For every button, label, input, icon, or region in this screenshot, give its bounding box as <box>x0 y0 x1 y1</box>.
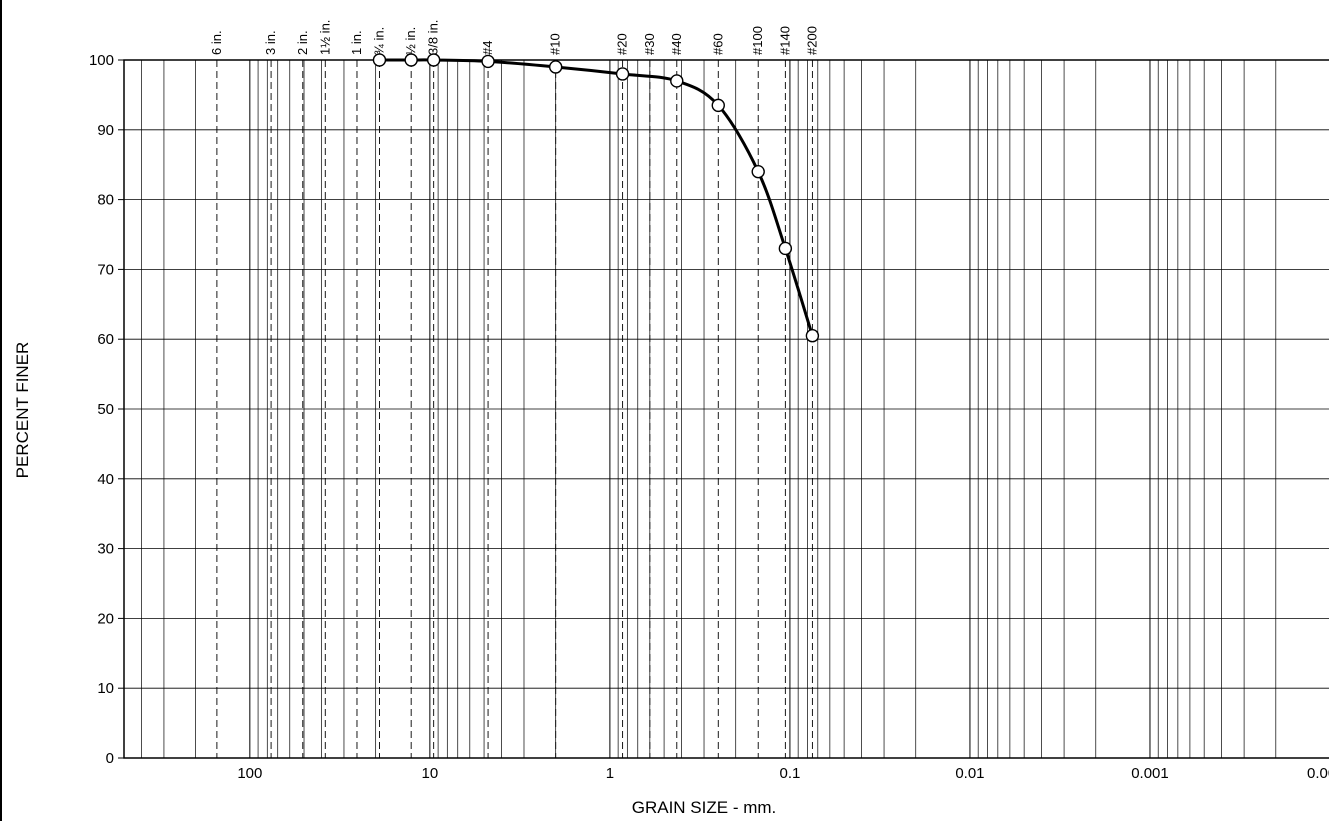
data-point <box>670 74 684 88</box>
y-tick-label: 80 <box>97 192 114 209</box>
data-point <box>481 54 495 69</box>
y-tick-label: 40 <box>97 471 114 488</box>
sieve-label: #4 <box>480 41 495 55</box>
y-tick-label: 90 <box>97 122 114 139</box>
y-tick-label: 100 <box>89 52 114 69</box>
sieve-layer: 6 in. 3 in. 2 in. 1½ in. 1 in. ¾ in. ½ in. 3/8 … <box>209 20 819 758</box>
sieve-label: #140 <box>777 26 792 55</box>
series-line <box>379 58 814 337</box>
sieve-label: #200 <box>804 26 819 55</box>
y-ticks-layer: 0 10 20 30 40 50 60 70 80 90 100 <box>89 52 124 767</box>
x-tick-label: 0.01 <box>955 765 984 782</box>
data-point <box>805 329 820 343</box>
y-tick-label: 60 <box>97 331 114 348</box>
y-tick-label: 70 <box>97 261 114 278</box>
y-tick-label: 20 <box>97 610 114 627</box>
y-tick-label: 0 <box>106 750 114 767</box>
data-point <box>711 98 725 113</box>
sieve-label: 3 in. <box>263 30 278 55</box>
y-tick-label: 30 <box>97 541 114 558</box>
y-axis-title: PERCENT FINER <box>13 342 32 479</box>
sieve-label: 1 in. <box>349 30 364 55</box>
sieve-label: #10 <box>548 33 563 55</box>
left-border-rule <box>0 0 2 821</box>
x-tick-label: 0.1 <box>779 765 800 782</box>
y-tick-label: 50 <box>97 401 114 418</box>
x-axis-title: GRAIN SIZE - mm. <box>632 798 777 817</box>
data-point <box>404 53 418 67</box>
y-tick-label: 10 <box>97 680 114 697</box>
data-point <box>778 241 793 256</box>
sieve-label: #60 <box>710 33 725 55</box>
sieve-label: ½ in. <box>403 27 418 55</box>
data-point <box>372 53 387 67</box>
sieve-label: #100 <box>750 26 765 55</box>
x-tick-label: 10 <box>422 765 439 782</box>
sieve-label: #30 <box>642 33 657 55</box>
data-point <box>751 164 765 179</box>
data-point <box>426 53 441 67</box>
sieve-label: 3/8 in. <box>426 20 441 55</box>
x-tick-label: 100 <box>237 765 262 782</box>
grid-layer <box>123 59 1329 759</box>
sieve-label: ¾ in. <box>371 27 386 55</box>
sieve-label: 6 in. <box>209 30 224 55</box>
x-tick-label: 1 <box>606 765 614 782</box>
sieve-label: 1½ in. <box>317 20 332 55</box>
data-point <box>615 67 630 81</box>
x-tick-label: 0.001 <box>1131 765 1169 782</box>
sieve-label: #40 <box>669 33 684 55</box>
series-layer <box>372 53 820 343</box>
data-point <box>548 60 563 74</box>
sieve-label: 2 in. <box>295 30 310 55</box>
sieve-label: #20 <box>615 33 630 55</box>
